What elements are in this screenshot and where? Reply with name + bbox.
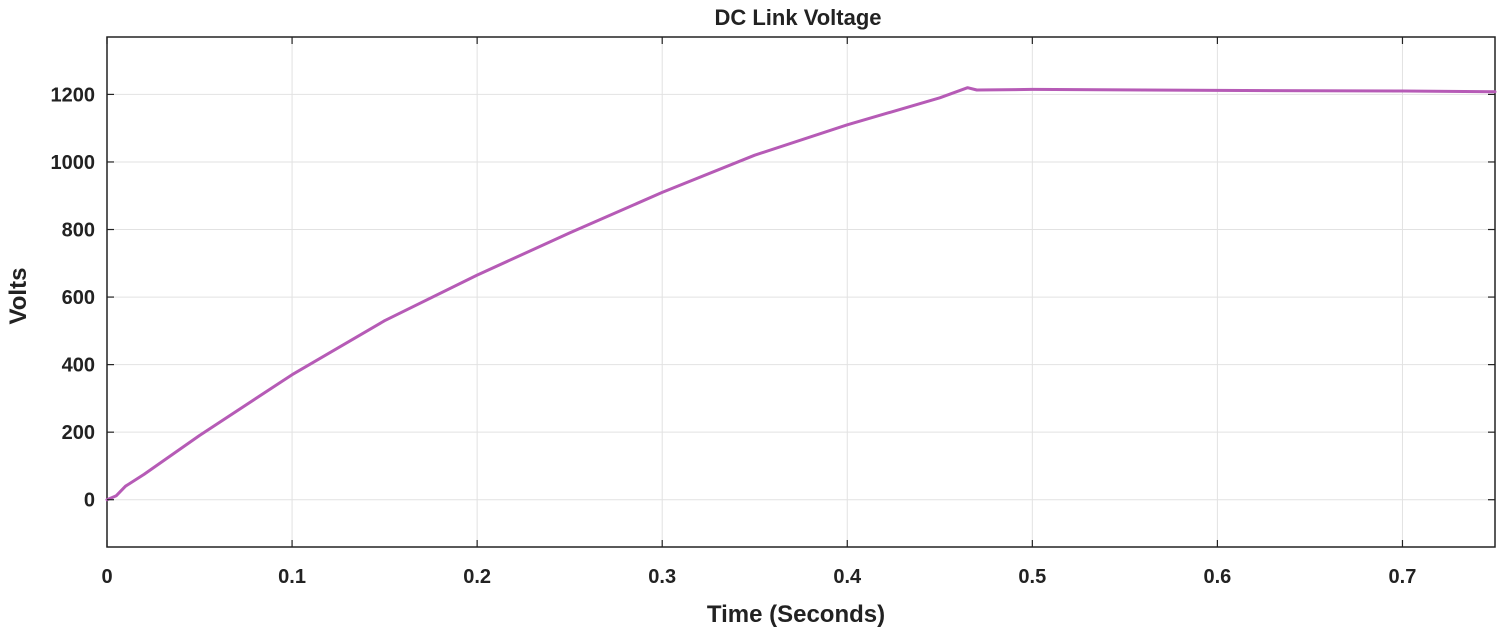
y-tick-label: 200 [62, 422, 95, 444]
x-tick-label: 0.3 [648, 566, 676, 588]
chart-title: DC Link Voltage [714, 5, 881, 30]
x-tick-label: 0.7 [1389, 566, 1417, 588]
x-tick-label: 0.5 [1018, 566, 1046, 588]
tick-marks [106, 37, 1495, 547]
series-line [105, 86, 1497, 502]
y-axis-label: Volts [5, 268, 32, 325]
y-tick-label: 800 [62, 220, 95, 242]
x-tick-label: 0.2 [463, 566, 491, 588]
x-tick-label: 0.6 [1203, 566, 1231, 588]
plot-frame [106, 36, 1496, 548]
y-tick-label: 1000 [51, 152, 96, 174]
y-tick-label: 0 [84, 490, 95, 512]
x-tick-label: 0 [101, 566, 112, 588]
x-axis-label: Time (Seconds) [707, 601, 885, 628]
x-tick-label: 0.1 [278, 566, 306, 588]
y-tick-label: 1200 [51, 84, 96, 106]
grid-lines [106, 37, 1495, 547]
y-tick-label: 400 [62, 355, 95, 377]
x-tick-label: 0.4 [833, 566, 862, 588]
series-layer [105, 86, 1497, 502]
y-tick-label: 600 [62, 287, 95, 309]
tick-labels: 0 0.1 0.2 0.3 0.4 0.5 0.6 0.7 0 200 400 600 800 1000 1… [51, 84, 1417, 588]
